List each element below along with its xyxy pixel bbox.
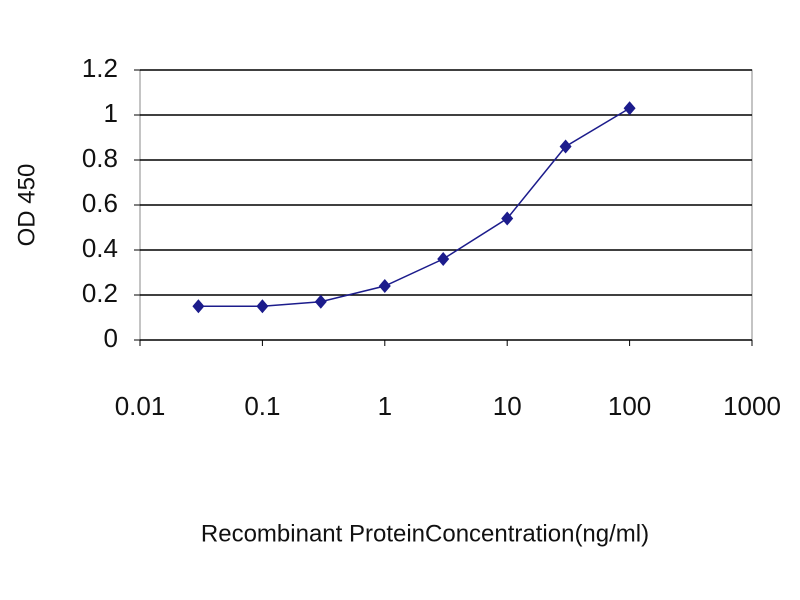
data-point — [192, 299, 205, 314]
y-tick-label: 0 — [104, 323, 118, 353]
y-tick-label: 0.8 — [82, 143, 118, 173]
y-tick-label: 1.2 — [82, 53, 118, 83]
x-tick-label: 100 — [608, 391, 651, 421]
data-point — [623, 101, 636, 116]
y-axis-title: OD 450 — [13, 164, 40, 247]
data-point — [501, 211, 514, 226]
data-point — [314, 294, 327, 309]
y-tick-label: 0.2 — [82, 278, 118, 308]
series-line — [198, 107, 630, 307]
x-tick-label: 1 — [378, 391, 392, 421]
x-tick-label: 0.1 — [244, 391, 280, 421]
y-tick-label: 1 — [104, 98, 118, 128]
x-axis-title: Recombinant ProteinConcentration(ng/ml) — [201, 520, 649, 547]
x-tick-label: 0.01 — [115, 391, 166, 421]
x-tick-label: 1000 — [723, 391, 781, 421]
y-tick-label: 0.6 — [82, 188, 118, 218]
data-point — [559, 139, 572, 154]
data-point — [256, 299, 269, 314]
y-tick-label: 0.4 — [82, 233, 118, 263]
data-point — [437, 252, 450, 266]
data-point — [378, 279, 391, 293]
x-tick-label: 10 — [493, 391, 522, 421]
